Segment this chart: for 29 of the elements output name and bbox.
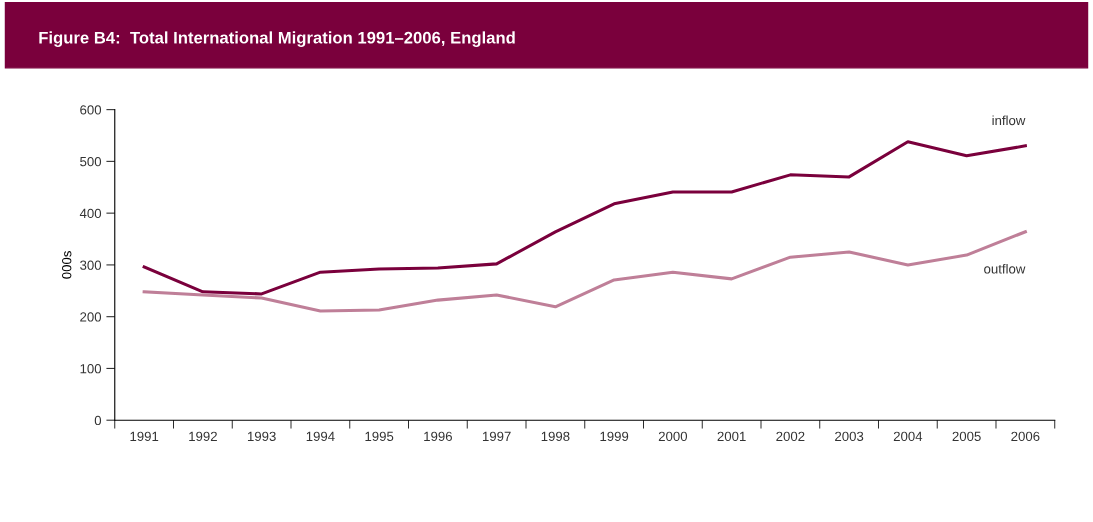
- x-tick-label: 2006: [1011, 431, 1040, 442]
- x-tick-label: 1997: [482, 431, 511, 442]
- x-tick-label: 2001: [717, 431, 746, 442]
- series-label: outflow: [984, 263, 1026, 274]
- y-tick-label: 600: [80, 105, 102, 115]
- x-tick-label: 1995: [365, 431, 394, 442]
- line-series: [142, 140, 1027, 296]
- chart-title: Figure B4: Total International Migration 1991–2006, England: [39, 31, 515, 47]
- y-tick-label: 200: [80, 312, 102, 322]
- y-tick-label: 300: [80, 260, 102, 270]
- y-tick-label: 400: [79, 208, 102, 219]
- x-tick-label: 1998: [541, 431, 570, 442]
- y-tick-label: 0: [94, 415, 102, 426]
- x-tick-label: 1991: [130, 431, 159, 442]
- x-tick-label: 2004: [893, 431, 923, 442]
- y-tick-label: 100: [80, 364, 102, 374]
- x-tick-label: 2000: [658, 431, 688, 442]
- x-tick-label: 2003: [835, 431, 864, 442]
- x-tick-label: 1999: [600, 431, 629, 442]
- x-tick-label: 2005: [952, 431, 981, 442]
- y-axis-title: 000s: [62, 251, 72, 279]
- y-tick-label: 500: [80, 156, 102, 167]
- line-series: [142, 230, 1027, 313]
- x-tick-label: 1994: [306, 431, 335, 442]
- x-tick-label: 1996: [424, 431, 452, 442]
- x-tick-label: 1993: [247, 431, 276, 442]
- series-label: inflow: [992, 115, 1026, 126]
- x-tick-label: 1992: [189, 431, 217, 442]
- x-tick-label: 2002: [776, 431, 805, 442]
